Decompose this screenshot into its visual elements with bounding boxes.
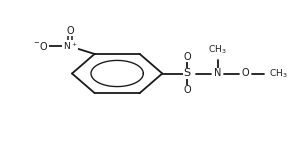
Text: $^{-}$O: $^{-}$O — [33, 40, 48, 52]
Text: O: O — [183, 85, 191, 95]
Text: CH$_3$: CH$_3$ — [208, 44, 227, 56]
Text: N$^+$: N$^+$ — [62, 40, 77, 52]
Text: O: O — [241, 69, 249, 78]
Text: N: N — [214, 69, 221, 78]
Text: O: O — [66, 26, 74, 36]
Text: S: S — [183, 69, 190, 78]
Text: O: O — [183, 52, 191, 62]
Text: CH$_3$: CH$_3$ — [269, 67, 287, 80]
